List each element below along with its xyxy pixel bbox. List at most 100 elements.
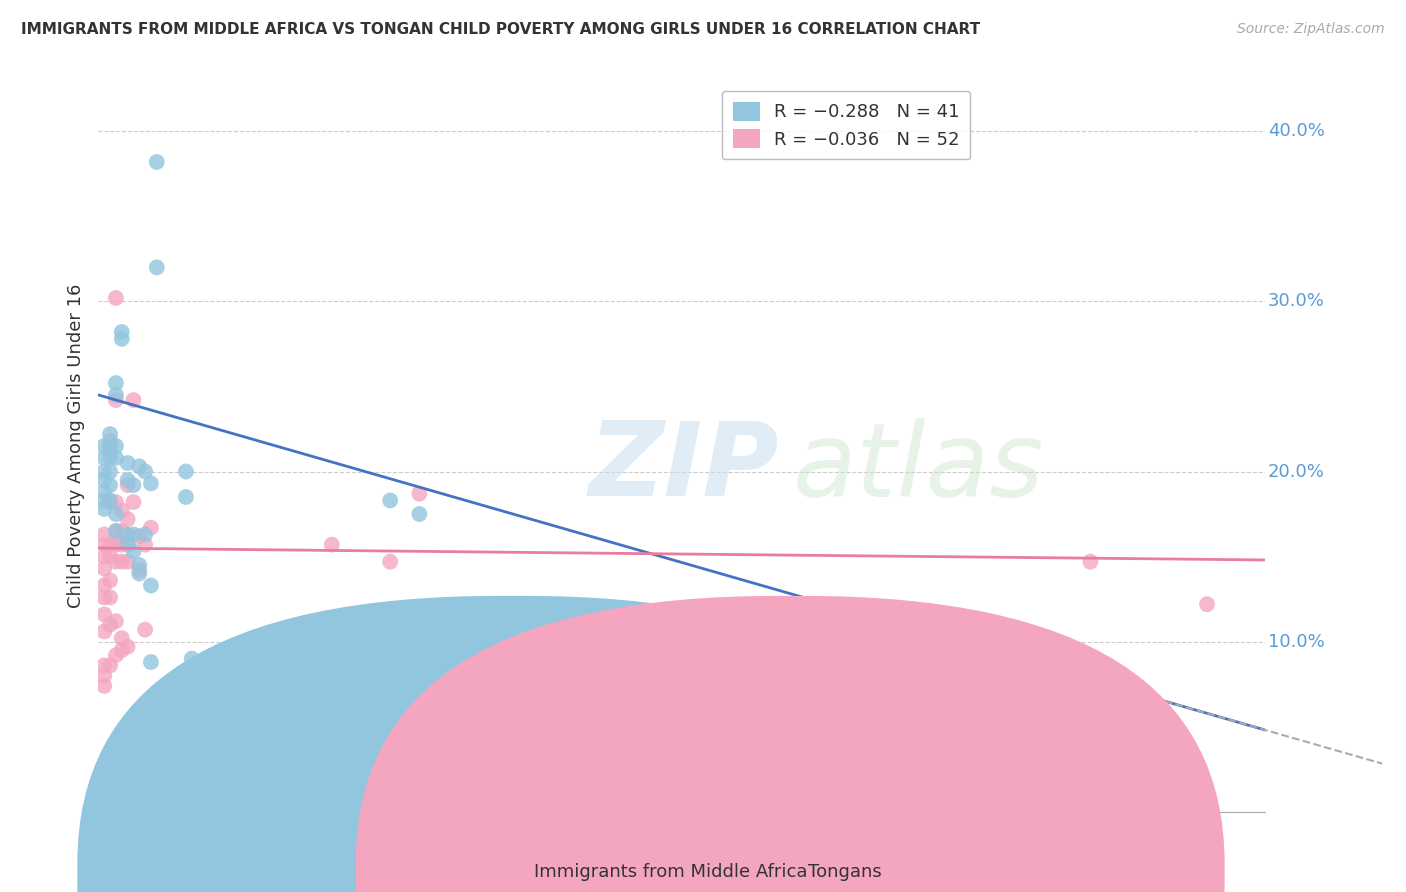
Point [128,529,150,543]
Text: Immigrants from Middle Africa: Immigrants from Middle Africa [534,863,808,881]
Point [817,651,839,665]
Text: IMMIGRANTS FROM MIDDLE AFRICA VS TONGAN CHILD POVERTY AMONG GIRLS UNDER 16 CORRE: IMMIGRANTS FROM MIDDLE AFRICA VS TONGAN … [21,22,980,37]
Point [104,450,127,465]
Point [98,658,121,673]
Point [111,524,134,538]
Point [180,660,202,674]
Point [139,655,162,669]
Point [93,502,115,516]
Text: 10.0%: 10.0% [1268,632,1324,650]
Point [117,640,139,654]
Text: 20.0%: 20.0% [1268,463,1324,481]
Point [93,607,115,622]
Point [98,465,121,479]
Point [98,495,121,509]
Point [98,617,121,632]
Point [104,555,127,569]
Point [93,561,115,575]
Point [117,512,139,526]
Point [378,555,402,569]
Legend: R = −0.288   N = 41, R = −0.036   N = 52: R = −0.288 N = 41, R = −0.036 N = 52 [721,91,970,160]
Point [641,762,664,776]
Point [98,493,121,508]
Point [98,444,121,458]
Point [98,427,121,442]
Point [111,555,134,569]
Point [93,624,115,639]
Point [139,476,162,491]
Point [117,538,139,552]
Text: 40.0%: 40.0% [1268,122,1324,140]
Point [117,527,139,541]
Point [104,648,127,663]
Point [139,578,162,592]
Point [93,668,115,682]
Point [122,544,145,558]
Point [408,486,430,500]
Point [117,478,139,492]
Point [104,439,127,453]
Text: Tongans: Tongans [808,863,882,881]
Point [93,493,115,508]
Point [93,658,115,673]
Point [93,439,115,453]
Text: atlas: atlas [793,418,1045,518]
Point [93,473,115,487]
Point [93,527,115,541]
Point [1080,555,1102,569]
Point [98,434,121,448]
Point [111,503,134,517]
Point [93,578,115,592]
Point [122,495,145,509]
Point [111,332,134,346]
Point [134,465,156,479]
Point [111,643,134,657]
Point [98,574,121,588]
Point [104,524,127,538]
Point [104,495,127,509]
Point [98,549,121,564]
Point [93,679,115,693]
Point [122,527,145,541]
Point [111,631,134,645]
Point [180,651,202,665]
Point [104,376,127,390]
Point [98,478,121,492]
Point [104,524,127,538]
Point [104,388,127,402]
Point [1195,597,1218,611]
Point [378,493,402,508]
Point [117,555,139,569]
Point [146,260,169,275]
Point [174,465,197,479]
Point [93,549,115,564]
Point [146,155,169,169]
Point [104,507,127,521]
Point [93,538,115,552]
Point [321,538,343,552]
Text: Source: ZipAtlas.com: Source: ZipAtlas.com [1237,22,1385,37]
Point [128,566,150,581]
Point [117,456,139,470]
Point [128,563,150,577]
Point [104,291,127,305]
Y-axis label: Child Poverty Among Girls Under 16: Child Poverty Among Girls Under 16 [66,284,84,608]
Point [117,536,139,550]
Point [122,393,145,408]
Point [93,484,115,499]
Point [93,465,115,479]
Point [98,450,121,465]
Point [98,591,121,605]
Point [408,507,430,521]
Text: ZIP: ZIP [589,417,779,518]
Point [104,538,127,552]
Point [98,439,121,453]
Text: 0.0%: 0.0% [98,830,143,848]
Point [128,558,150,572]
Point [134,538,156,552]
Point [134,623,156,637]
Text: 30.0%: 30.0% [1268,293,1324,310]
Point [104,614,127,628]
Point [93,591,115,605]
Point [98,538,121,552]
